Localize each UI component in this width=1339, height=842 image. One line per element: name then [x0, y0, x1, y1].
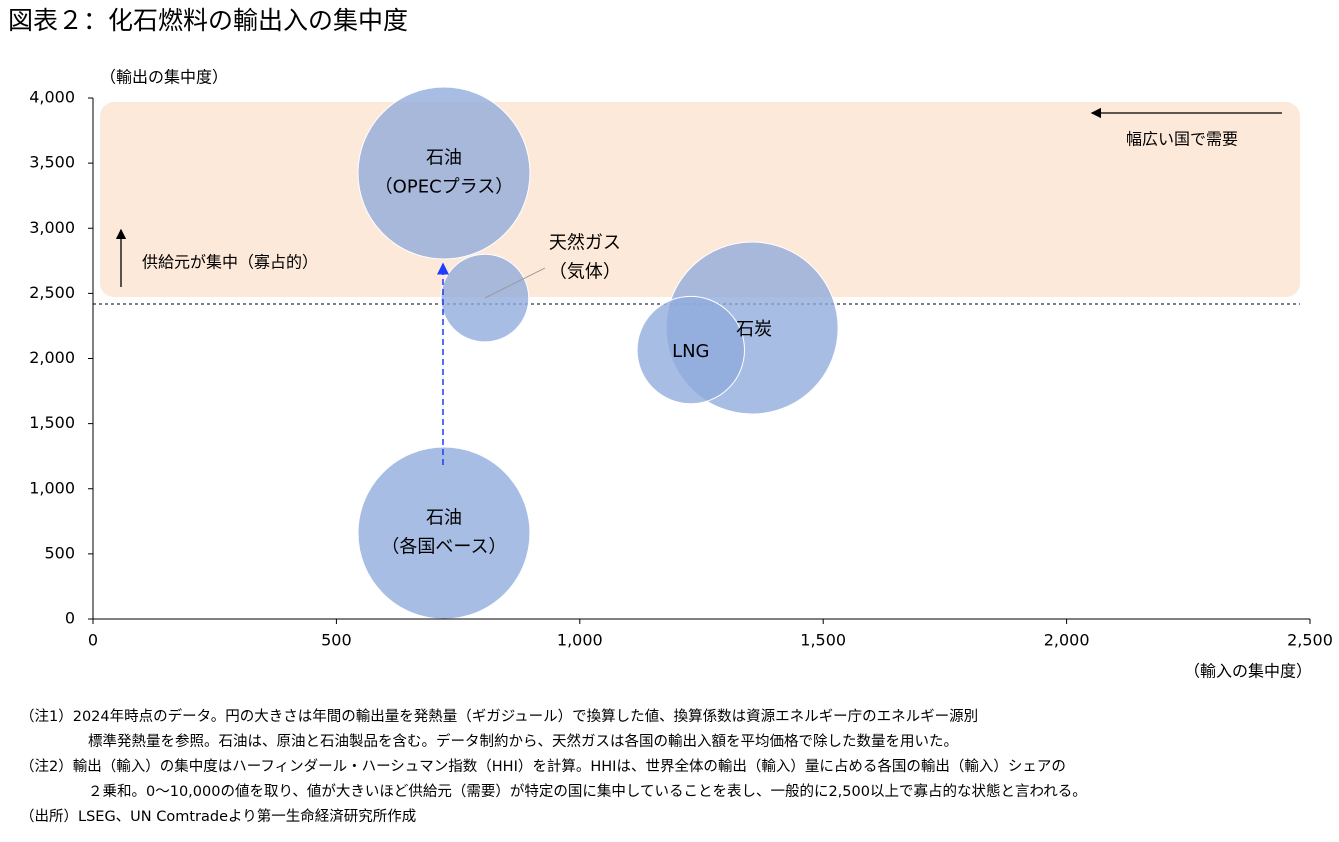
bubble-label: 石油	[426, 508, 462, 529]
y-tick-label: 0	[65, 609, 75, 628]
plot-area	[357, 86, 839, 620]
chart-title: 図表２：化石燃料の輸出入の集中度	[8, 6, 408, 35]
bubble-label: （気体）	[549, 262, 621, 283]
y-tick-label: 3,500	[29, 153, 75, 172]
bubble	[357, 86, 531, 260]
note-line: （注2）輸出（輸入）の集中度はハーフィンダール・ハーシュマン指数（HHI）を計算…	[20, 757, 1066, 775]
bubble-label: 石炭	[736, 319, 772, 340]
annotation: 供給元が集中（寡占的）	[142, 253, 318, 272]
note-line: （出所）LSEG、UN Comtradeより第一生命経済研究所作成	[20, 807, 416, 825]
note-line: （注1）2024年時点のデータ。円の大きさは年間の輸出量を発熱量（ギガジュール）…	[20, 707, 978, 725]
x-tick-label: 500	[321, 631, 352, 650]
x-tick-label: 2,000	[1044, 631, 1090, 650]
x-tick-label: 2,500	[1287, 631, 1333, 650]
y-tick-label: 4,000	[29, 88, 75, 107]
y-tick-label: 2,500	[29, 283, 75, 302]
y-tick-label: 3,000	[29, 218, 75, 237]
bubble	[636, 295, 745, 405]
x-tick-label: 1,000	[557, 631, 603, 650]
y-tick-label: 1,500	[29, 413, 75, 432]
bubble-label: （OPECプラス）	[375, 177, 514, 198]
x-axis-label: （輸入の集中度）	[1184, 662, 1312, 681]
note-line: 標準発熱量を参照。石油は、原油と石油製品を含む。データ制約から、天然ガスは各国の…	[88, 732, 958, 750]
note-line: ２乗和。0～10,000の値を取り、値が大きいほど供給元（需要）が特定の国に集中…	[88, 782, 1087, 800]
bubble-label: 天然ガス	[549, 233, 621, 254]
y-tick-label: 1,000	[29, 478, 75, 497]
leader-line	[484, 267, 546, 299]
bubble-label: LNG	[672, 341, 709, 362]
annotation: 幅広い国で需要	[1126, 130, 1238, 149]
y-axis-label: （輸出の集中度）	[100, 68, 228, 87]
bubble	[357, 446, 531, 620]
y-tick-label: 2,000	[29, 348, 75, 367]
x-tick-label: 0	[88, 631, 98, 650]
notes: （注1）2024年時点のデータ。円の大きさは年間の輸出量を発熱量（ギガジュール）…	[20, 707, 1087, 825]
y-tick-label: 500	[44, 543, 75, 562]
bubble-label: 石油	[426, 148, 462, 169]
bubble-label: （各国ベース）	[381, 537, 506, 558]
x-tick-label: 1,500	[800, 631, 846, 650]
